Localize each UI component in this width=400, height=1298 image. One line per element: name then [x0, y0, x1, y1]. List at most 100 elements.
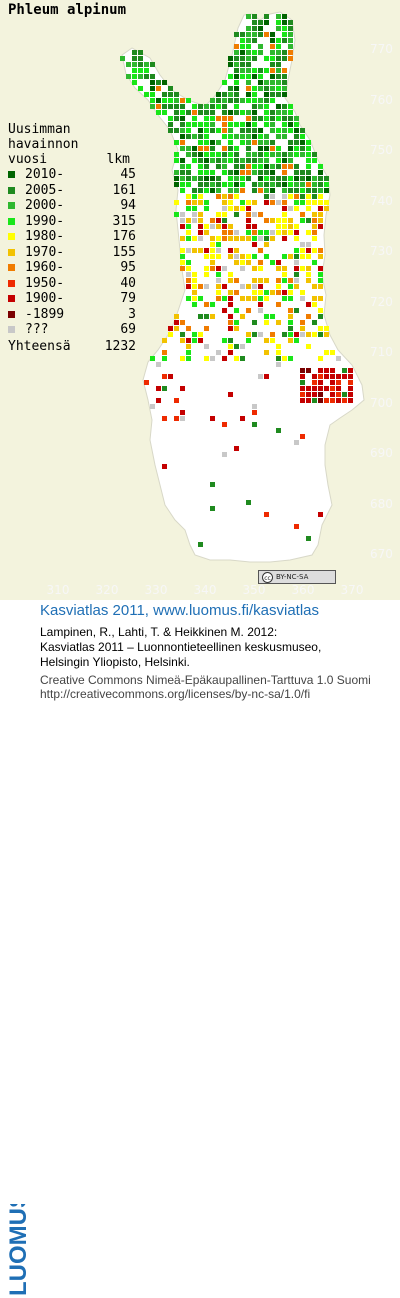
grid-cell — [258, 128, 263, 133]
legend-label: 1960- — [25, 260, 65, 276]
grid-cell — [246, 80, 251, 85]
grid-cell — [174, 176, 179, 181]
grid-cell — [264, 296, 269, 301]
grid-cell — [186, 230, 191, 235]
legend-swatch — [8, 233, 15, 241]
grid-cell — [204, 158, 209, 163]
grid-cell — [162, 386, 167, 391]
grid-cell — [300, 188, 305, 193]
grid-cell — [282, 14, 287, 19]
grid-cell — [240, 140, 245, 145]
grid-cell — [252, 170, 257, 175]
grid-cell — [216, 236, 221, 241]
grid-cell — [204, 170, 209, 175]
grid-cell — [216, 182, 221, 187]
grid-cell — [276, 44, 281, 49]
grid-cell — [198, 128, 203, 133]
grid-cell — [204, 146, 209, 151]
grid-cell — [234, 326, 239, 331]
grid-cell — [210, 416, 215, 421]
grid-cell — [270, 170, 275, 175]
grid-cell — [234, 254, 239, 259]
grid-cell — [258, 152, 263, 157]
grid-cell — [300, 254, 305, 259]
citation-line-2: Kasviatlas 2011 – Luonnontieteellinen ke… — [40, 640, 322, 654]
grid-cell — [294, 176, 299, 181]
grid-cell — [192, 278, 197, 283]
grid-cell — [228, 98, 233, 103]
grid-cell — [264, 164, 269, 169]
grid-cell — [228, 158, 233, 163]
grid-cell — [324, 332, 329, 337]
grid-cell — [258, 158, 263, 163]
grid-cell — [324, 350, 329, 355]
license-badge[interactable]: cc BY-NC-SA — [258, 570, 336, 584]
grid-cell — [246, 98, 251, 103]
grid-cell — [228, 230, 233, 235]
grid-cell — [198, 110, 203, 115]
atlas-title-link[interactable]: Kasviatlas 2011, www.luomus.fi/kasviatla… — [40, 602, 320, 619]
grid-cell — [186, 152, 191, 157]
grid-cell — [240, 62, 245, 67]
grid-cell — [192, 332, 197, 337]
grid-cell — [168, 104, 173, 109]
grid-cell — [138, 68, 143, 73]
grid-cell — [276, 284, 281, 289]
grid-cell — [276, 158, 281, 163]
grid-cell — [276, 218, 281, 223]
legend-count: 155 — [112, 244, 136, 260]
grid-cell — [336, 386, 341, 391]
grid-cell — [222, 134, 227, 139]
grid-cell — [186, 194, 191, 199]
grid-cell — [198, 230, 203, 235]
grid-cell — [324, 200, 329, 205]
legend-row: 2000- 94 — [8, 198, 136, 214]
grid-cell — [234, 110, 239, 115]
grid-cell — [228, 176, 233, 181]
grid-cell — [240, 164, 245, 169]
legend-row: ??? 69 — [8, 322, 136, 338]
grid-cell — [192, 110, 197, 115]
grid-cell — [252, 290, 257, 295]
grid-cell — [318, 272, 323, 277]
grid-cell — [150, 74, 155, 79]
grid-cell — [234, 170, 239, 175]
grid-cell — [294, 260, 299, 265]
grid-cell — [180, 332, 185, 337]
grid-cell — [282, 224, 287, 229]
legend-count: 3 — [128, 306, 136, 322]
x-tick-label: 340 — [193, 583, 217, 597]
grid-cell — [276, 20, 281, 25]
grid-cell — [312, 158, 317, 163]
grid-cell — [270, 122, 275, 127]
grid-cell — [300, 290, 305, 295]
grid-cell — [228, 320, 233, 325]
grid-cell — [204, 122, 209, 127]
grid-cell — [198, 236, 203, 241]
grid-cell — [306, 272, 311, 277]
grid-cell — [198, 248, 203, 253]
grid-cell — [306, 332, 311, 337]
grid-cell — [270, 50, 275, 55]
grid-cell — [216, 350, 221, 355]
license-url-link[interactable]: http://creativecommons.org/licenses/by-n… — [40, 687, 311, 701]
y-tick-label: 730 — [370, 244, 393, 258]
grid-cell — [168, 332, 173, 337]
grid-cell — [294, 128, 299, 133]
grid-cell — [246, 218, 251, 223]
grid-cell — [156, 110, 161, 115]
legend-row: 1950- 40 — [8, 276, 136, 292]
y-tick-label: 690 — [370, 446, 393, 460]
grid-cell — [288, 122, 293, 127]
grid-cell — [264, 194, 269, 199]
grid-cell — [282, 74, 287, 79]
grid-cell — [264, 218, 269, 223]
grid-cell — [246, 134, 251, 139]
grid-cell — [222, 122, 227, 127]
grid-cell — [234, 44, 239, 49]
grid-cell — [204, 176, 209, 181]
grid-cell — [216, 254, 221, 259]
grid-cell — [270, 200, 275, 205]
grid-cell — [246, 32, 251, 37]
grid-cell — [198, 152, 203, 157]
